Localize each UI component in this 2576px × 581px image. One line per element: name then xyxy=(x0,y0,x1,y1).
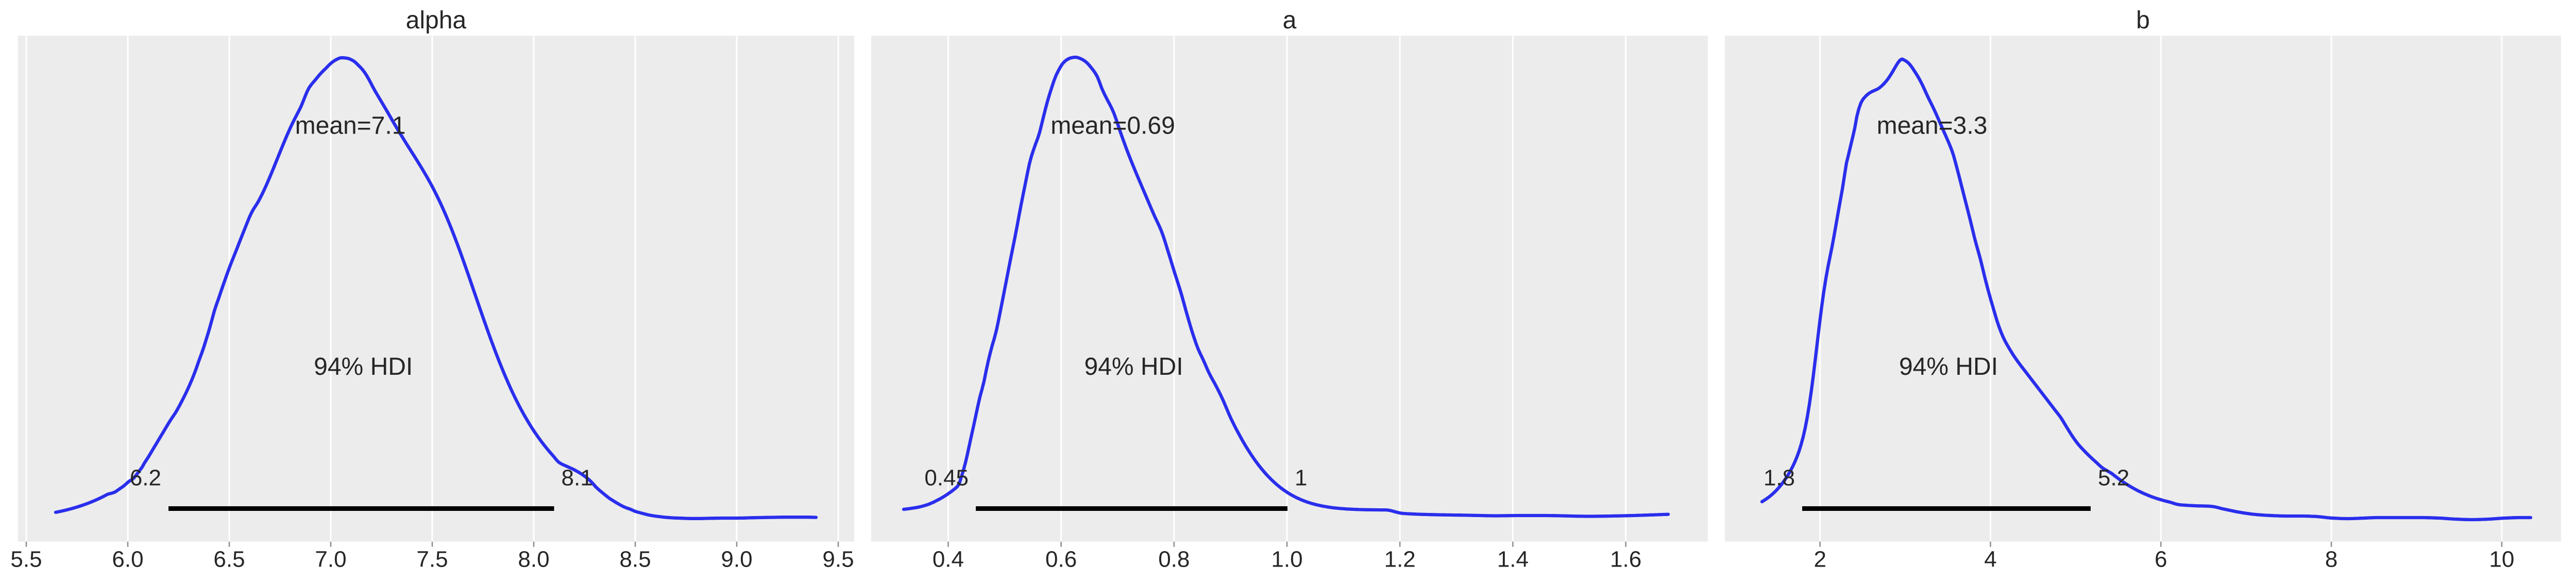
svg-text:0.6: 0.6 xyxy=(1045,547,1077,572)
svg-text:0.8: 0.8 xyxy=(1158,547,1190,572)
svg-text:7.0: 7.0 xyxy=(315,547,346,572)
svg-text:6.5: 6.5 xyxy=(213,547,245,572)
svg-text:94% HDI: 94% HDI xyxy=(1084,353,1183,380)
svg-text:alpha: alpha xyxy=(406,7,467,34)
svg-text:6.2: 6.2 xyxy=(130,466,161,491)
svg-text:94% HDI: 94% HDI xyxy=(1899,353,1998,380)
svg-text:8: 8 xyxy=(2325,547,2337,572)
svg-text:1.2: 1.2 xyxy=(1384,547,1416,572)
svg-text:9.0: 9.0 xyxy=(721,547,752,572)
svg-text:4: 4 xyxy=(1984,547,1996,572)
svg-text:10: 10 xyxy=(2489,547,2514,572)
svg-text:6.0: 6.0 xyxy=(112,547,143,572)
svg-text:8.0: 8.0 xyxy=(518,547,549,572)
svg-text:1.8: 1.8 xyxy=(1764,466,1795,491)
svg-text:mean=0.69: mean=0.69 xyxy=(1050,112,1175,140)
svg-text:6: 6 xyxy=(2155,547,2167,572)
svg-text:mean=7.1: mean=7.1 xyxy=(295,112,406,140)
svg-text:8.5: 8.5 xyxy=(619,547,651,572)
svg-text:1.6: 1.6 xyxy=(1610,547,1641,572)
svg-text:9.5: 9.5 xyxy=(822,547,854,572)
svg-text:1: 1 xyxy=(1295,466,1307,491)
svg-text:5.5: 5.5 xyxy=(10,547,42,572)
svg-text:1.4: 1.4 xyxy=(1497,547,1529,572)
svg-text:1.0: 1.0 xyxy=(1271,547,1302,572)
svg-text:8.1: 8.1 xyxy=(562,466,593,491)
svg-text:0.4: 0.4 xyxy=(933,547,964,572)
svg-text:0.45: 0.45 xyxy=(924,466,969,491)
svg-text:2: 2 xyxy=(1814,547,1826,572)
svg-text:b: b xyxy=(2136,7,2150,34)
svg-text:5.2: 5.2 xyxy=(2098,466,2129,491)
svg-text:a: a xyxy=(1283,7,1297,34)
svg-text:7.5: 7.5 xyxy=(416,547,448,572)
svg-text:mean=3.3: mean=3.3 xyxy=(1877,112,1988,140)
svg-text:94% HDI: 94% HDI xyxy=(314,353,413,380)
